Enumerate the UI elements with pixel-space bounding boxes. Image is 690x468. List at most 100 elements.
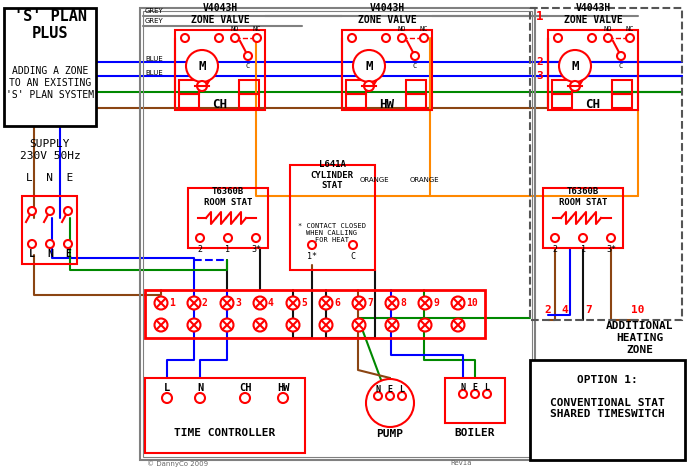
Text: SUPPLY
230V 50Hz: SUPPLY 230V 50Hz — [19, 139, 80, 161]
Circle shape — [382, 34, 390, 42]
Text: T6360B
ROOM STAT: T6360B ROOM STAT — [204, 187, 252, 207]
Circle shape — [386, 392, 394, 400]
Text: 2: 2 — [544, 305, 551, 315]
Text: M: M — [571, 59, 579, 73]
Text: 10: 10 — [466, 298, 477, 308]
Circle shape — [451, 297, 464, 309]
Bar — [239, 80, 259, 94]
Circle shape — [588, 34, 596, 42]
Text: TIME CONTROLLER: TIME CONTROLLER — [175, 428, 275, 438]
Text: ADDING A ZONE
TO AN EXISTING
'S' PLAN SYSTEM: ADDING A ZONE TO AN EXISTING 'S' PLAN SY… — [6, 66, 94, 100]
Text: E: E — [388, 385, 393, 394]
Text: 1: 1 — [536, 9, 544, 22]
Text: ORANGE: ORANGE — [360, 177, 390, 183]
Text: L641A
CYLINDER
STAT: L641A CYLINDER STAT — [310, 160, 353, 190]
Text: V4043H
ZONE VALVE: V4043H ZONE VALVE — [357, 3, 416, 25]
Circle shape — [308, 241, 316, 249]
Circle shape — [155, 297, 168, 309]
Text: BOILER: BOILER — [455, 428, 495, 438]
Bar — [552, 94, 572, 108]
Circle shape — [215, 34, 223, 42]
Text: NC: NC — [420, 26, 428, 32]
Text: NO: NO — [230, 26, 239, 32]
Circle shape — [559, 50, 591, 82]
Bar — [22, 196, 77, 264]
Text: V4043H
ZONE VALVE: V4043H ZONE VALVE — [190, 3, 249, 25]
Circle shape — [197, 81, 207, 91]
Text: 'S' PLAN
PLUS: 'S' PLAN PLUS — [14, 9, 86, 41]
Circle shape — [240, 393, 250, 403]
Text: L: L — [400, 385, 404, 394]
Bar — [145, 290, 485, 338]
Circle shape — [353, 319, 366, 331]
Text: 7: 7 — [586, 305, 593, 315]
Text: 1*: 1* — [307, 252, 317, 261]
Text: GREY: GREY — [145, 18, 164, 24]
Bar — [612, 80, 632, 94]
Text: 1: 1 — [169, 298, 175, 308]
Circle shape — [221, 319, 233, 331]
Text: NO: NO — [397, 26, 406, 32]
Circle shape — [188, 297, 201, 309]
Bar — [530, 8, 682, 320]
Circle shape — [364, 81, 374, 91]
Text: M: M — [365, 59, 373, 73]
Circle shape — [348, 34, 356, 42]
Text: 1: 1 — [580, 245, 586, 254]
Text: ADDITIONAL
HEATING
ZONE: ADDITIONAL HEATING ZONE — [607, 322, 673, 355]
Bar — [342, 30, 432, 110]
Text: NO: NO — [604, 26, 612, 32]
Bar — [530, 360, 685, 460]
Text: N: N — [375, 385, 380, 394]
Text: BLUE: BLUE — [145, 70, 163, 76]
Text: 4: 4 — [268, 298, 274, 308]
Text: 8: 8 — [400, 298, 406, 308]
Text: PUMP: PUMP — [377, 429, 404, 439]
Circle shape — [419, 319, 431, 331]
Text: C: C — [351, 252, 355, 261]
Circle shape — [353, 297, 366, 309]
Circle shape — [244, 52, 252, 60]
Circle shape — [319, 297, 333, 309]
Circle shape — [64, 240, 72, 248]
Text: HW: HW — [380, 97, 395, 110]
Circle shape — [411, 52, 419, 60]
Circle shape — [353, 50, 385, 82]
Bar — [290, 165, 375, 270]
Bar — [543, 188, 623, 248]
Circle shape — [155, 319, 168, 331]
Circle shape — [398, 392, 406, 400]
Circle shape — [224, 234, 232, 242]
Circle shape — [471, 390, 479, 398]
Text: C: C — [413, 63, 417, 69]
Circle shape — [459, 390, 467, 398]
Text: N: N — [47, 249, 53, 259]
Circle shape — [162, 393, 172, 403]
Bar — [552, 80, 572, 94]
Text: L: L — [164, 383, 170, 393]
Bar — [406, 80, 426, 94]
Circle shape — [554, 34, 562, 42]
Circle shape — [617, 52, 625, 60]
Bar — [145, 378, 305, 453]
Circle shape — [286, 319, 299, 331]
Circle shape — [483, 390, 491, 398]
Text: BLUE: BLUE — [145, 56, 163, 62]
Circle shape — [28, 207, 36, 215]
Circle shape — [221, 297, 233, 309]
Circle shape — [398, 34, 406, 42]
Text: 9: 9 — [433, 298, 439, 308]
Bar — [188, 188, 268, 248]
Text: 2: 2 — [202, 298, 208, 308]
Text: L  N  E: L N E — [26, 173, 74, 183]
Circle shape — [253, 319, 266, 331]
Text: 3: 3 — [235, 298, 241, 308]
Text: 7: 7 — [367, 298, 373, 308]
Bar — [346, 94, 366, 108]
Text: CH: CH — [586, 97, 600, 110]
Text: 2: 2 — [553, 245, 558, 254]
Circle shape — [420, 34, 428, 42]
Text: V4043H
ZONE VALVE: V4043H ZONE VALVE — [564, 3, 622, 25]
Text: N: N — [460, 382, 466, 392]
Circle shape — [286, 297, 299, 309]
